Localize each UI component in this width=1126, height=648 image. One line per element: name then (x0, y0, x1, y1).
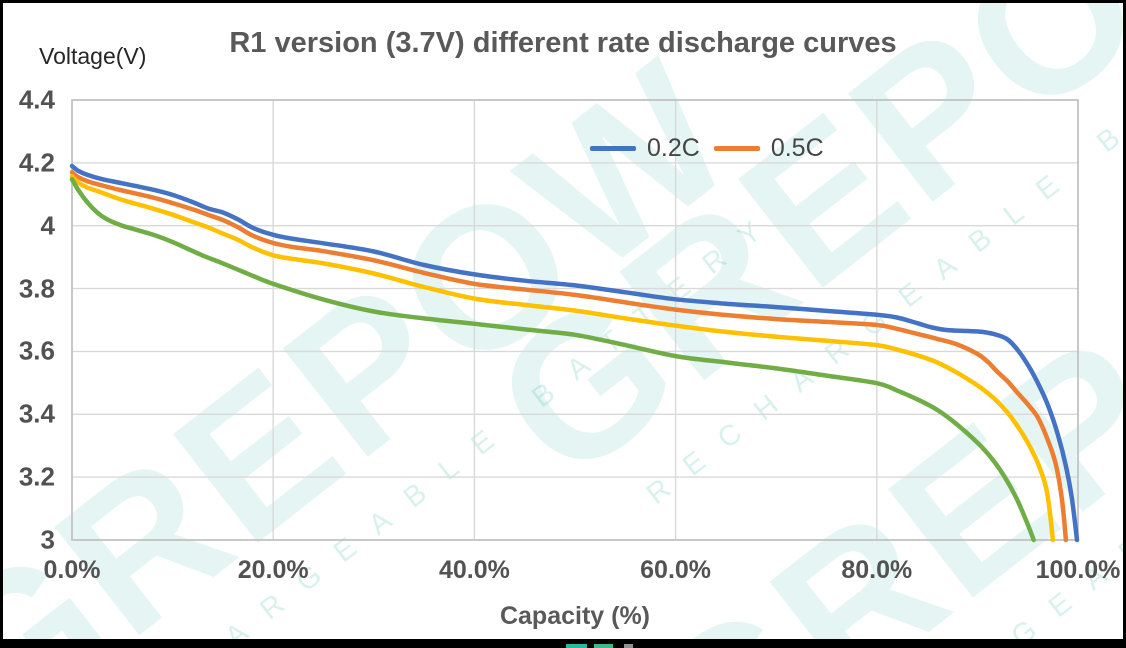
y-tick-label: 4.2 (18, 147, 55, 178)
legend-line-sample (713, 146, 760, 151)
legend-item: 0.2C (590, 134, 700, 163)
footer-logo-mark (594, 644, 613, 648)
x-tick-label: 0.0% (43, 556, 101, 584)
y-axis-ticks: 4.4 4.2 4 3.8 3.6 3.4 3.2 3 (3, 85, 55, 555)
x-tick-label: 80.0% (841, 556, 913, 584)
x-axis-ticks: 0.0% 20.0% 40.0% 60.0% 80.0% 100.0% (44, 556, 1121, 586)
chart-title: R1 version (3.7V) different rate dischar… (229, 27, 897, 59)
y-tick-label: 4 (40, 210, 55, 241)
y-tick-label: 3.2 (18, 461, 55, 492)
y-axis-title: Voltage(V) (39, 43, 147, 69)
y-tick-label: 3.4 (18, 398, 55, 429)
legend-line-sample (590, 146, 636, 151)
x-tick-label: 100.0% (1035, 556, 1121, 584)
legend: 0.2C 0.5C (590, 134, 824, 163)
x-tick-label: 60.0% (640, 556, 712, 584)
y-tick-label: 3.6 (18, 335, 55, 366)
y-tick-label: 4.4 (18, 84, 55, 115)
y-tick-label: 3 (40, 524, 55, 555)
y-tick-label: 3.8 (18, 273, 55, 304)
x-tick-label: 20.0% (237, 556, 309, 584)
plot-svg (69, 99, 1080, 543)
x-axis-title: Capacity (%) (499, 602, 651, 630)
legend-label: 0.5C (770, 134, 824, 162)
footer-bar (3, 639, 1123, 648)
x-tick-label: 40.0% (438, 556, 510, 584)
footer-logo-mark (566, 644, 587, 648)
plot-area: 0.2C 0.5C (69, 99, 1080, 543)
footer-logo-mark (624, 644, 633, 648)
legend-item: 0.5C (713, 134, 824, 163)
legend-label: 0.2C (647, 134, 700, 162)
